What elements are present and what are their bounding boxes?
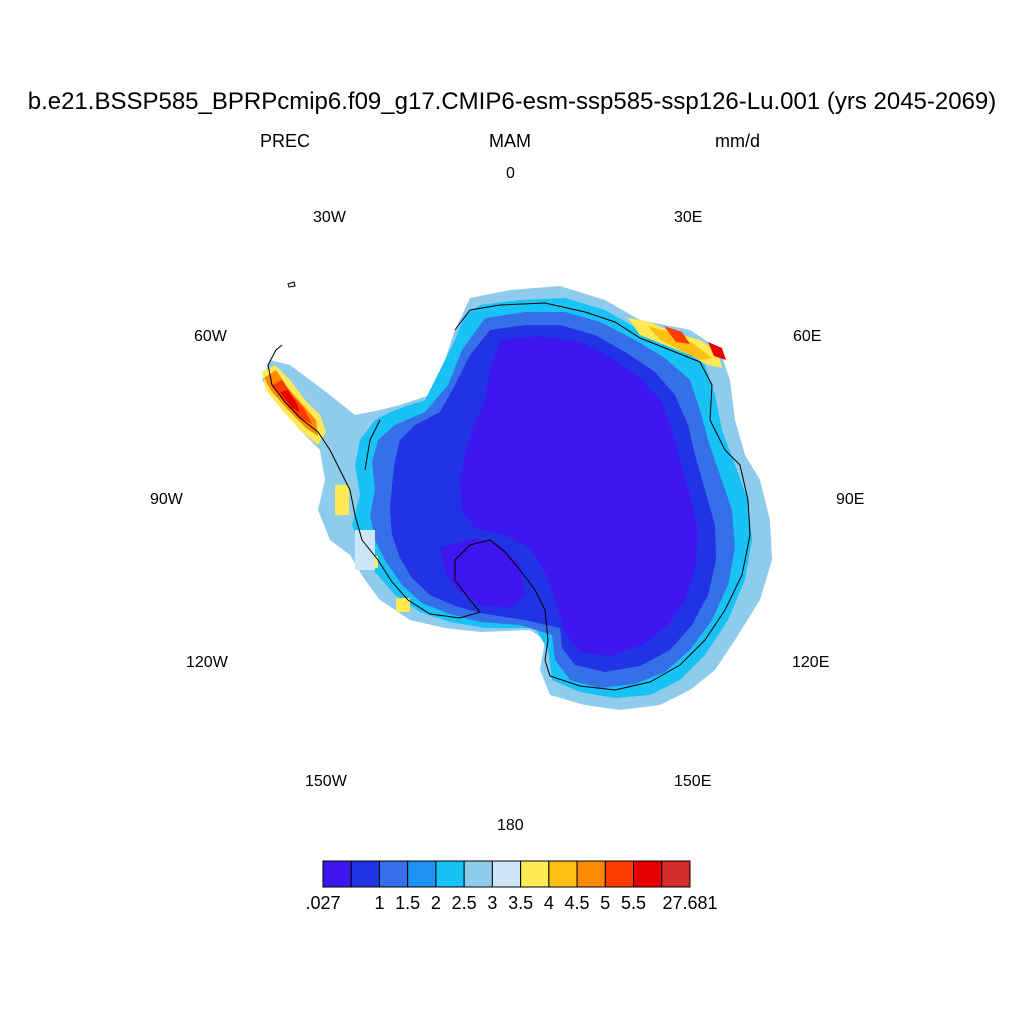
peninsula-darkred xyxy=(280,390,300,412)
lon-label-180: 180 xyxy=(497,817,524,834)
colorbar-swatch-8 xyxy=(548,860,578,888)
east-coast-darkred xyxy=(708,342,726,360)
lon-label-90w: 90W xyxy=(150,491,183,508)
ross-low-patch xyxy=(440,538,525,608)
colorbar-label-11: 27.681 xyxy=(662,893,718,913)
colorbar-swatch-11 xyxy=(633,860,663,888)
colorbar-label-1: 1 xyxy=(374,893,385,913)
lon-label-90e: 90E xyxy=(836,491,865,508)
west-coast-yellow-1 xyxy=(335,485,349,515)
colorbar-label-9: 5 xyxy=(600,893,611,913)
lon-label-60e: 60E xyxy=(793,328,822,345)
colorbar-swatch-9 xyxy=(576,860,606,888)
colorbar-swatch-0 xyxy=(322,860,352,888)
lon-label-150w: 150W xyxy=(305,773,347,790)
colorbar-label-2: 1.5 xyxy=(395,893,421,913)
colorbar-swatch-6 xyxy=(491,860,522,888)
west-coast-white-1 xyxy=(355,530,375,570)
lon-label-120e: 120E xyxy=(792,654,830,671)
colorbar-swatch-7 xyxy=(520,860,550,888)
lon-label-30w: 30W xyxy=(313,209,346,226)
coastline xyxy=(267,302,751,691)
east-coast-red xyxy=(664,326,690,344)
variable-label: PREC xyxy=(260,131,311,151)
colorbar-label-0: .027 xyxy=(305,893,341,913)
east-coast-orange xyxy=(648,326,712,360)
lon-label-30e: 30E xyxy=(674,209,703,226)
colorbar-label-5: 3 xyxy=(487,893,498,913)
lon-label-120w: 120W xyxy=(186,654,228,671)
colorbar-label-8: 4.5 xyxy=(564,893,590,913)
island-outline xyxy=(287,281,296,288)
colorbar-swatch-12 xyxy=(661,860,691,888)
colorbar-label-4: 2.5 xyxy=(451,893,477,913)
interior-violet xyxy=(460,336,698,656)
lon-label-60w: 60W xyxy=(194,328,227,345)
west-coast-yellow-3 xyxy=(396,598,410,612)
lon-label-0: 0 xyxy=(506,165,515,182)
plot-title: b.e21.BSSP585_BPRPcmip6.f09_g17.CMIP6-es… xyxy=(27,88,997,115)
colorbar-swatch-3 xyxy=(407,860,437,888)
colorbar-swatch-10 xyxy=(604,860,635,888)
colorbar-swatch-4 xyxy=(435,860,465,888)
colorbar-label-6: 3.5 xyxy=(508,893,534,913)
colorbar-label-3: 2 xyxy=(430,893,441,913)
colorbar-swatch-2 xyxy=(378,860,409,888)
season-label: MAM xyxy=(489,131,531,151)
colorbar-swatch-1 xyxy=(350,860,380,888)
colorbar-swatch-5 xyxy=(463,860,493,888)
units-label: mm/d xyxy=(715,131,760,151)
lon-label-150e: 150E xyxy=(674,773,712,790)
colorbar-label-7: 4 xyxy=(543,893,554,913)
colorbar-label-10: 5.5 xyxy=(621,893,647,913)
